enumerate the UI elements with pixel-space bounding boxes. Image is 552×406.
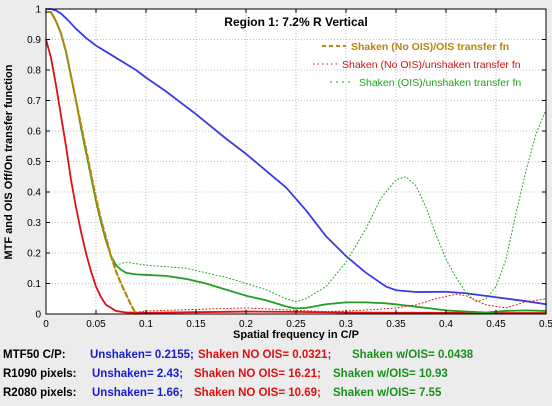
x-tick-label: 0.4	[439, 319, 453, 330]
axis-ticks: 0 0.05 0.1 0.15 0.2 0.25 0.3 0.35 0.4 0.45 0.5 0 0.1…	[27, 5, 552, 331]
x-tick-label: 0.15	[186, 319, 206, 330]
y-tick-label: 0.5	[27, 157, 41, 168]
legend-label-noois-ois: Shaken (No OIS)/OIS transfer fn	[351, 41, 509, 53]
y-tick-label: 0.9	[27, 35, 41, 46]
y-tick-label: 0.3	[27, 218, 41, 229]
y-tick-label: 0.8	[27, 66, 41, 77]
chart-svg: 0 0.05 0.1 0.15 0.2 0.25 0.3 0.35 0.4 0.45 0.5 0 0.1…	[3, 5, 552, 341]
series-line-4	[135, 293, 547, 313]
series-line-0	[45, 8, 547, 306]
summary-label: R1090 pixels:	[3, 368, 77, 380]
grid-lines	[46, 9, 546, 314]
summary-unshaken-value: Unshaken= 1.66;	[92, 387, 184, 399]
y-axis-label: MTF and OIS Off/On transfer function	[3, 64, 15, 259]
mtf-chart: 0 0.05 0.1 0.15 0.2 0.25 0.3 0.35 0.4 0.45 0.5 0 0.1…	[3, 5, 552, 341]
legend-label-noois-unshaken: Shaken (No OIS)/unshaken transfer fn	[342, 59, 521, 71]
x-tick-label: 0.5	[539, 319, 552, 330]
x-tick-label: 0.35	[386, 319, 406, 330]
y-tick-label: 1	[35, 5, 41, 16]
x-axis-label: Spatial frequency in C/P	[233, 329, 359, 340]
legend: Shaken (No OIS)/OIS transfer fn Shaken (…	[313, 41, 521, 89]
x-tick-label: 0.25	[286, 319, 306, 330]
summary-ois-value: Shaken w/OIS= 0.0438	[352, 349, 474, 361]
summary-noois-value: Shaken NO OIS= 0.0321;	[198, 349, 332, 361]
series-line-1	[45, 38, 547, 314]
x-tick-label: 0.45	[486, 319, 506, 330]
x-tick-label: 0.2	[239, 319, 253, 330]
x-tick-label: 0.1	[139, 319, 153, 330]
chart-title: Region 1: 7.2% R Vertical	[224, 15, 367, 29]
summary-label: R2080 pixels:	[3, 387, 77, 399]
x-tick-label: 0.05	[86, 319, 106, 330]
y-tick-label: 0	[35, 310, 41, 321]
summary-noois-value: Shaken NO OIS= 10.69;	[194, 387, 321, 399]
summary-label: MTF50 C/P:	[3, 349, 66, 361]
series-lines	[44, 8, 547, 316]
series-line-5	[115, 109, 547, 303]
y-tick-label: 0.2	[27, 249, 41, 260]
x-tick-label: 0.3	[339, 319, 353, 330]
y-tick-label: 0.6	[27, 127, 41, 138]
y-tick-label: 0.1	[27, 279, 41, 290]
summary-ois-value: Shaken w/OIS= 7.55	[333, 387, 442, 399]
x-tick-label: 0	[43, 319, 49, 330]
summary-noois-value: Shaken NO OIS= 16.21;	[194, 368, 321, 380]
summary-ois-value: Shaken w/OIS= 10.93	[333, 368, 448, 380]
summary-unshaken-value: Unshaken= 2.43;	[92, 368, 184, 380]
legend-label-ois-unshaken: Shaken (OIS)/unshaken transfer fn	[359, 77, 521, 89]
y-tick-label: 0.7	[27, 96, 41, 107]
series-line-3	[44, 10, 138, 316]
y-tick-label: 0.4	[27, 188, 41, 199]
summary-unshaken-value: Unshaken= 0.2155;	[90, 349, 194, 361]
